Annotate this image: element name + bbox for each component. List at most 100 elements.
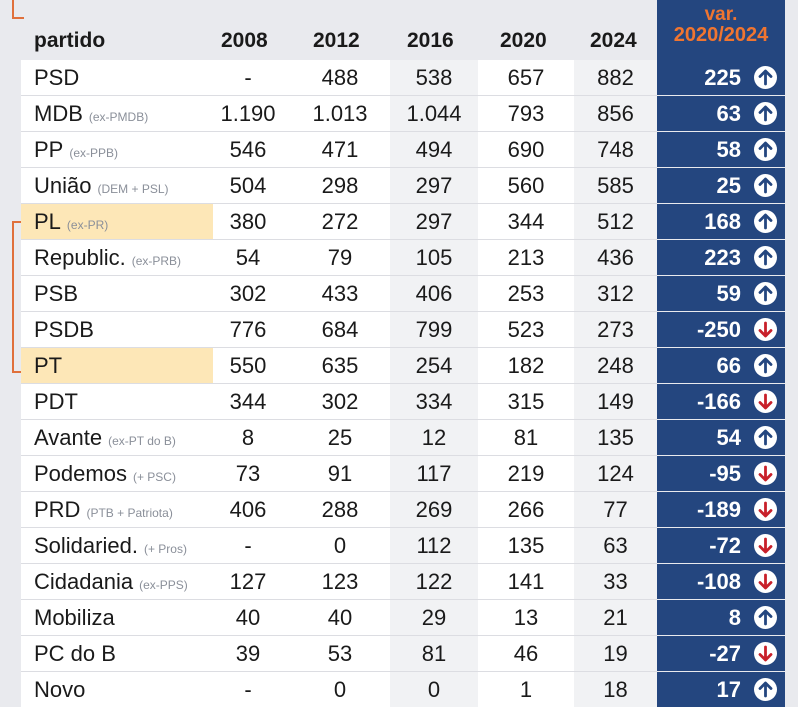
party-name: PDT	[34, 389, 78, 414]
variation-value: 59	[716, 281, 741, 306]
table-row: PSB 302 433 406 253 312 59	[0, 276, 798, 311]
value-2016: 297	[390, 168, 478, 203]
value-2012: 1.013	[290, 96, 390, 131]
party-subtitle: (ex-PMDB)	[88, 110, 149, 124]
variation-cell: -250	[657, 312, 785, 347]
variation-cell: 25	[657, 168, 785, 203]
party-cell: Podemos (+ PSC)	[21, 456, 213, 491]
value-2024: 63	[574, 528, 657, 563]
table-row: PT 550 635 254 182 248 66	[0, 348, 798, 383]
party-subtitle: (ex-PPS)	[139, 578, 188, 592]
variation-value: 54	[716, 425, 741, 450]
value-2020: 1	[478, 672, 574, 707]
value-2008: 1.190	[213, 96, 283, 131]
table-row: PP (ex-PPB) 546 471 494 690 748 58	[0, 132, 798, 167]
cell-gap	[283, 492, 290, 527]
cell-gap	[283, 636, 290, 671]
variation-cell: -72	[657, 528, 785, 563]
cell-gap	[283, 60, 290, 95]
row-separator	[21, 239, 657, 240]
party-cell: Republic. (ex-PRB)	[21, 240, 213, 275]
cell-gap	[283, 600, 290, 635]
value-2024: 33	[574, 564, 657, 599]
header-year-2012: 2012	[313, 29, 360, 52]
value-2012: 79	[290, 240, 390, 275]
arrow-up-icon	[754, 354, 777, 377]
header-variation-line2: 2020/2024	[673, 24, 769, 46]
value-2024: 21	[574, 600, 657, 635]
value-2012: 0	[290, 672, 390, 707]
value-2008: 73	[213, 456, 283, 491]
variation-value: -250	[696, 317, 741, 342]
value-2020: 253	[478, 276, 574, 311]
value-2020: 266	[478, 492, 574, 527]
value-2008: 127	[213, 564, 283, 599]
bracket-pl-pt	[12, 221, 22, 373]
value-2008: 546	[213, 132, 283, 167]
party-name: PSB	[34, 281, 79, 306]
value-2024: 882	[574, 60, 657, 95]
value-2020: 81	[478, 420, 574, 455]
party-cell: PT	[21, 348, 213, 383]
variation-value: -108	[696, 569, 741, 594]
arrow-up-icon	[754, 282, 777, 305]
value-2016: 81	[390, 636, 478, 671]
party-name: Novo	[34, 677, 86, 702]
cell-gap	[283, 672, 290, 707]
variation-value: 66	[716, 353, 741, 378]
value-2012: 40	[290, 600, 390, 635]
value-2024: 512	[574, 204, 657, 239]
value-2008: 550	[213, 348, 283, 383]
row-separator	[21, 491, 657, 492]
variation-value: -189	[696, 497, 741, 522]
table-row: Solidaried. (+ Pros) -0 112 135 63 -72	[0, 528, 798, 563]
party-cell: PSD	[21, 60, 213, 95]
cell-gap	[283, 132, 290, 167]
variation-cell: 59	[657, 276, 785, 311]
variation-cell: -95	[657, 456, 785, 491]
value-2012: 302	[290, 384, 390, 419]
party-cell: Mobiliza	[21, 600, 213, 635]
value-2020: 182	[478, 348, 574, 383]
value-2012: 488	[290, 60, 390, 95]
value-2008: 406	[213, 492, 283, 527]
party-cell: PP (ex-PPB)	[21, 132, 213, 167]
variation-value: 8	[728, 605, 741, 630]
value-2012: 684	[290, 312, 390, 347]
header-year-2024: 2024	[590, 29, 637, 52]
value-2024: 18	[574, 672, 657, 707]
value-2020: 46	[478, 636, 574, 671]
party-name: PC do B	[34, 641, 116, 666]
variation-cell: -166	[657, 384, 785, 419]
value-2024: 135	[574, 420, 657, 455]
row-separator	[21, 131, 657, 132]
variation-cell: 54	[657, 420, 785, 455]
table-row: PSDB 776 684 799 523 273 -250	[0, 312, 798, 347]
value-2016: 12	[390, 420, 478, 455]
party-subtitle: (DEM + PSL)	[97, 182, 169, 196]
value-2008: -	[213, 528, 283, 563]
party-name: Mobiliza	[34, 605, 115, 630]
value-2020: 213	[478, 240, 574, 275]
table-row: MDB (ex-PMDB) 1.190 1.013 1.044 793 856 63	[0, 96, 798, 131]
value-2008: 54	[213, 240, 283, 275]
cell-gap	[283, 420, 290, 455]
variation-value: -95	[709, 461, 741, 486]
value-2016: 0	[390, 672, 478, 707]
party-subtitle: (+ Pros)	[143, 542, 187, 556]
value-2020: 560	[478, 168, 574, 203]
party-name: Solidaried.	[34, 533, 138, 558]
value-2016: 269	[390, 492, 478, 527]
value-2024: 312	[574, 276, 657, 311]
party-name: Republic.	[34, 245, 126, 270]
arrow-up-icon	[754, 678, 777, 701]
table-row: Avante (ex-PT do B) 8 25 12 81 135 54	[0, 420, 798, 455]
variation-value: -166	[696, 389, 741, 414]
row-separator	[21, 275, 657, 276]
party-cell: PSDB	[21, 312, 213, 347]
value-2012: 25	[290, 420, 390, 455]
party-subtitle: (ex-PT do B)	[108, 434, 176, 448]
value-2016: 1.044	[390, 96, 478, 131]
value-2024: 273	[574, 312, 657, 347]
arrow-up-icon	[754, 66, 777, 89]
